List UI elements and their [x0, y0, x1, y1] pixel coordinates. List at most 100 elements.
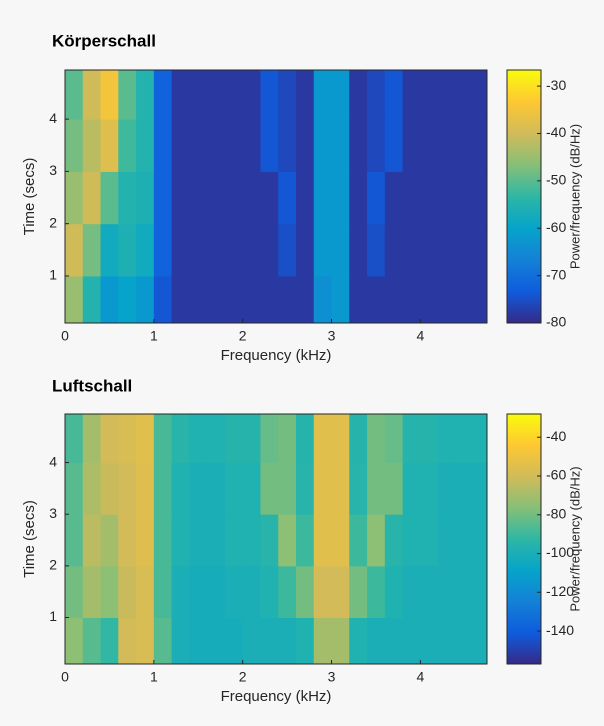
heatmap-cell [455, 171, 475, 225]
colorbar [506, 69, 542, 324]
heatmap-cell [224, 617, 244, 665]
y-tick-label: 2 [49, 214, 57, 230]
heatmap-cell [136, 119, 155, 172]
heatmap-cell [260, 119, 279, 172]
colorbar-label: Power/frequency (dB/Hz) [567, 124, 582, 269]
heatmap-cell [153, 462, 173, 515]
heatmap-cell [189, 565, 208, 619]
heatmap-cell [136, 70, 155, 120]
heatmap-cell [384, 119, 404, 172]
heatmap-cell [136, 565, 155, 619]
heatmap-cell [473, 414, 488, 464]
heatmap-cell [367, 70, 386, 120]
heatmap-cell [118, 119, 137, 172]
heatmap-cell [82, 171, 102, 225]
heatmap-cell [224, 414, 244, 464]
heatmap-cell [455, 414, 475, 464]
heatmap-cell [100, 414, 119, 464]
heatmap-cell [313, 565, 333, 619]
heatmap-cell [402, 462, 421, 515]
heatmap-cell [384, 414, 404, 464]
heatmap-cell [260, 414, 279, 464]
heatmap-cell [455, 617, 475, 665]
colorbar-label: Power/frequency (dB/Hz) [567, 466, 582, 611]
colorbar-tick-label: -40 [546, 428, 566, 444]
heatmap-cell [136, 514, 155, 567]
heatmap-cell [118, 514, 137, 567]
heatmap-cell [349, 171, 368, 225]
plot-frame [64, 69, 488, 324]
heatmap-cell [384, 70, 404, 120]
x-tick-label: 3 [328, 669, 336, 685]
heatmap-cell [189, 414, 208, 464]
heatmap-cell [260, 70, 279, 120]
heatmap-cell [65, 514, 84, 567]
heatmap-cell [367, 414, 386, 464]
heatmap-cell [100, 617, 119, 665]
heatmap-cell [473, 171, 488, 225]
heatmap-cell [207, 70, 226, 120]
heatmap-cell [65, 223, 84, 277]
heatmap-cell [420, 171, 439, 225]
heatmap-cell [455, 119, 475, 172]
chart-title: Körperschall [52, 31, 156, 50]
heatmap-cell [438, 119, 457, 172]
heatmap-cell [295, 414, 315, 464]
heatmap-cell [189, 462, 208, 515]
heatmap-cell [171, 119, 190, 172]
x-axis-label: Frequency (kHz) [221, 688, 332, 705]
y-tick-label: 3 [49, 162, 57, 178]
heatmap-cell [65, 414, 84, 464]
heatmap-cell [473, 462, 488, 515]
heatmap-cell [100, 275, 119, 324]
x-tick-label: 2 [239, 669, 247, 685]
heatmap-cell [402, 617, 421, 665]
colorbar-tick-label: -80 [546, 505, 566, 521]
heatmap-cell [136, 275, 155, 324]
heatmap-cell [402, 414, 421, 464]
heatmap-cell [189, 171, 208, 225]
heatmap-cell [402, 514, 421, 567]
heatmap-cell [438, 617, 457, 665]
x-axis-label: Frequency (kHz) [221, 347, 332, 364]
y-tick-label: 2 [49, 557, 57, 573]
heatmap-cell [242, 119, 261, 172]
heatmap-cell [171, 514, 190, 567]
heatmap-cell [171, 223, 190, 277]
y-tick-label: 4 [49, 110, 57, 126]
colorbar-tick-label: -140 [546, 622, 574, 638]
heatmap-cell [65, 70, 84, 120]
heatmap-cell [207, 462, 226, 515]
heatmap-cell [242, 275, 261, 324]
heatmap-cell [118, 462, 137, 515]
heatmap-cell [100, 514, 119, 567]
heatmap-cell [278, 171, 297, 225]
heatmap-cell [153, 275, 173, 324]
heatmap-cell [473, 275, 488, 324]
heatmap-cell [420, 414, 439, 464]
heatmap-cell [473, 223, 488, 277]
heatmap-cell [438, 462, 457, 515]
heatmap-cell [153, 223, 173, 277]
heatmap-cell [242, 462, 261, 515]
heatmap-cell [65, 565, 84, 619]
heatmap-cell [384, 462, 404, 515]
heatmap-cell [313, 414, 333, 464]
heatmap-cell [384, 171, 404, 225]
heatmap-cell [100, 171, 119, 225]
heatmap-cell [136, 171, 155, 225]
heatmap-cell [171, 565, 190, 619]
heatmap-cell [224, 565, 244, 619]
heatmap-cell [242, 514, 261, 567]
heatmap-cell [331, 617, 350, 665]
heatmap-cell [278, 462, 297, 515]
heatmap-cell [171, 414, 190, 464]
heatmap-cell [171, 70, 190, 120]
y-tick-label: 4 [49, 453, 57, 469]
heatmap-cell [295, 223, 315, 277]
heatmap-cell [242, 70, 261, 120]
heatmap-cell [242, 617, 261, 665]
heatmap-cell [402, 565, 421, 619]
heatmap-cell [82, 119, 102, 172]
heatmap-cell [260, 223, 279, 277]
